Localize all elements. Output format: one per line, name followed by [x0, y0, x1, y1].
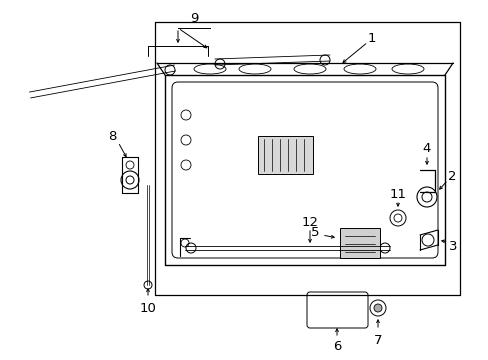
Text: 11: 11	[389, 188, 406, 201]
Text: 6: 6	[332, 341, 341, 354]
Text: 9: 9	[189, 12, 198, 24]
Bar	[339, 228, 379, 258]
Text: 8: 8	[107, 130, 116, 143]
Text: 10: 10	[139, 302, 156, 315]
Text: 5: 5	[310, 225, 319, 239]
Bar	[258, 136, 312, 174]
Text: 7: 7	[373, 333, 382, 346]
Text: 12: 12	[301, 216, 318, 229]
Text: 4: 4	[422, 141, 430, 154]
Text: 3: 3	[448, 239, 456, 252]
Text: 2: 2	[447, 170, 455, 183]
Circle shape	[373, 304, 381, 312]
Text: 1: 1	[367, 32, 375, 45]
